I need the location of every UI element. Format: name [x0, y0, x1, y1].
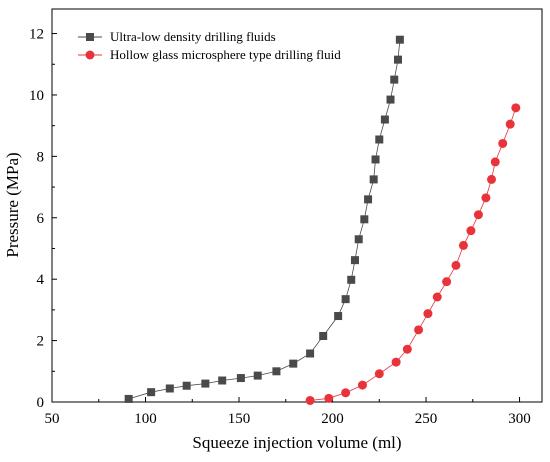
data-point [165, 384, 174, 393]
y-tick-label: 8 [37, 149, 45, 165]
legend-marker-series-2 [85, 50, 95, 60]
data-point [395, 35, 404, 44]
data-point [341, 388, 351, 398]
data-point [253, 371, 262, 380]
data-point [201, 379, 210, 388]
series-layer [124, 35, 521, 405]
y-tick-label: 12 [29, 27, 44, 43]
data-point [371, 155, 380, 164]
data-point [147, 388, 156, 397]
data-point [390, 75, 399, 84]
data-point [423, 309, 433, 319]
data-point [481, 193, 491, 203]
x-tick-label: 100 [134, 411, 157, 427]
legend: Ultra-low density drilling fluids Hollow… [78, 29, 341, 62]
data-point [369, 175, 378, 184]
data-point [402, 344, 412, 354]
y-tick-label: 10 [29, 88, 44, 104]
legend-marker-series-1 [86, 33, 94, 41]
data-point [350, 256, 359, 265]
data-point [451, 260, 461, 270]
legend-label-series-1: Ultra-low density drilling fluids [110, 29, 276, 44]
data-point [319, 331, 328, 340]
data-point [347, 275, 356, 284]
data-point [334, 312, 343, 321]
series-line-1 [128, 39, 401, 400]
data-point [324, 393, 334, 403]
data-point [305, 395, 315, 405]
data-point [375, 135, 384, 144]
data-point [182, 381, 191, 390]
data-point [414, 325, 424, 335]
data-point [487, 174, 497, 184]
data-point [393, 55, 402, 64]
data-point [505, 119, 515, 129]
data-point [354, 235, 363, 244]
data-point [289, 359, 298, 368]
x-tick-label: 150 [228, 411, 251, 427]
data-point [391, 357, 401, 367]
data-point [442, 277, 452, 287]
x-tick-label: 250 [415, 411, 438, 427]
y-axis-title: Pressure (MPa) [3, 152, 22, 257]
data-point [511, 103, 521, 113]
x-axis-title: Squeeze injection volume (ml) [192, 433, 401, 452]
data-point [341, 295, 350, 304]
plot-frame [51, 8, 543, 403]
data-point [357, 380, 367, 390]
data-point [498, 138, 508, 148]
data-point [360, 215, 369, 224]
data-point [218, 376, 227, 385]
x-tick-label: 300 [508, 411, 531, 427]
data-point [490, 157, 500, 167]
data-point [272, 367, 281, 376]
data-point [374, 369, 384, 379]
x-tick-label: 200 [321, 411, 344, 427]
y-tick-label: 4 [37, 272, 45, 288]
data-point [466, 226, 476, 236]
x-tick-label: 50 [45, 411, 60, 427]
y-tick-label: 0 [37, 395, 45, 411]
data-point [124, 394, 133, 403]
data-point [364, 195, 373, 204]
data-point [473, 210, 483, 220]
data-point [432, 292, 442, 302]
data-point [380, 115, 389, 124]
data-point [458, 240, 468, 250]
y-tick-label: 2 [37, 334, 45, 350]
data-point [306, 349, 315, 358]
y-tick-label: 6 [37, 211, 45, 227]
series-1 [124, 35, 404, 403]
legend-label-series-2: Hollow glass microsphere type drilling f… [110, 47, 341, 62]
data-point [236, 374, 245, 383]
data-point [386, 95, 395, 104]
series-line-2 [310, 107, 517, 401]
axis-ticks: 50 100 150 200 250 300 0 2 4 6 8 10 12 [29, 27, 531, 427]
series-2 [305, 103, 521, 405]
